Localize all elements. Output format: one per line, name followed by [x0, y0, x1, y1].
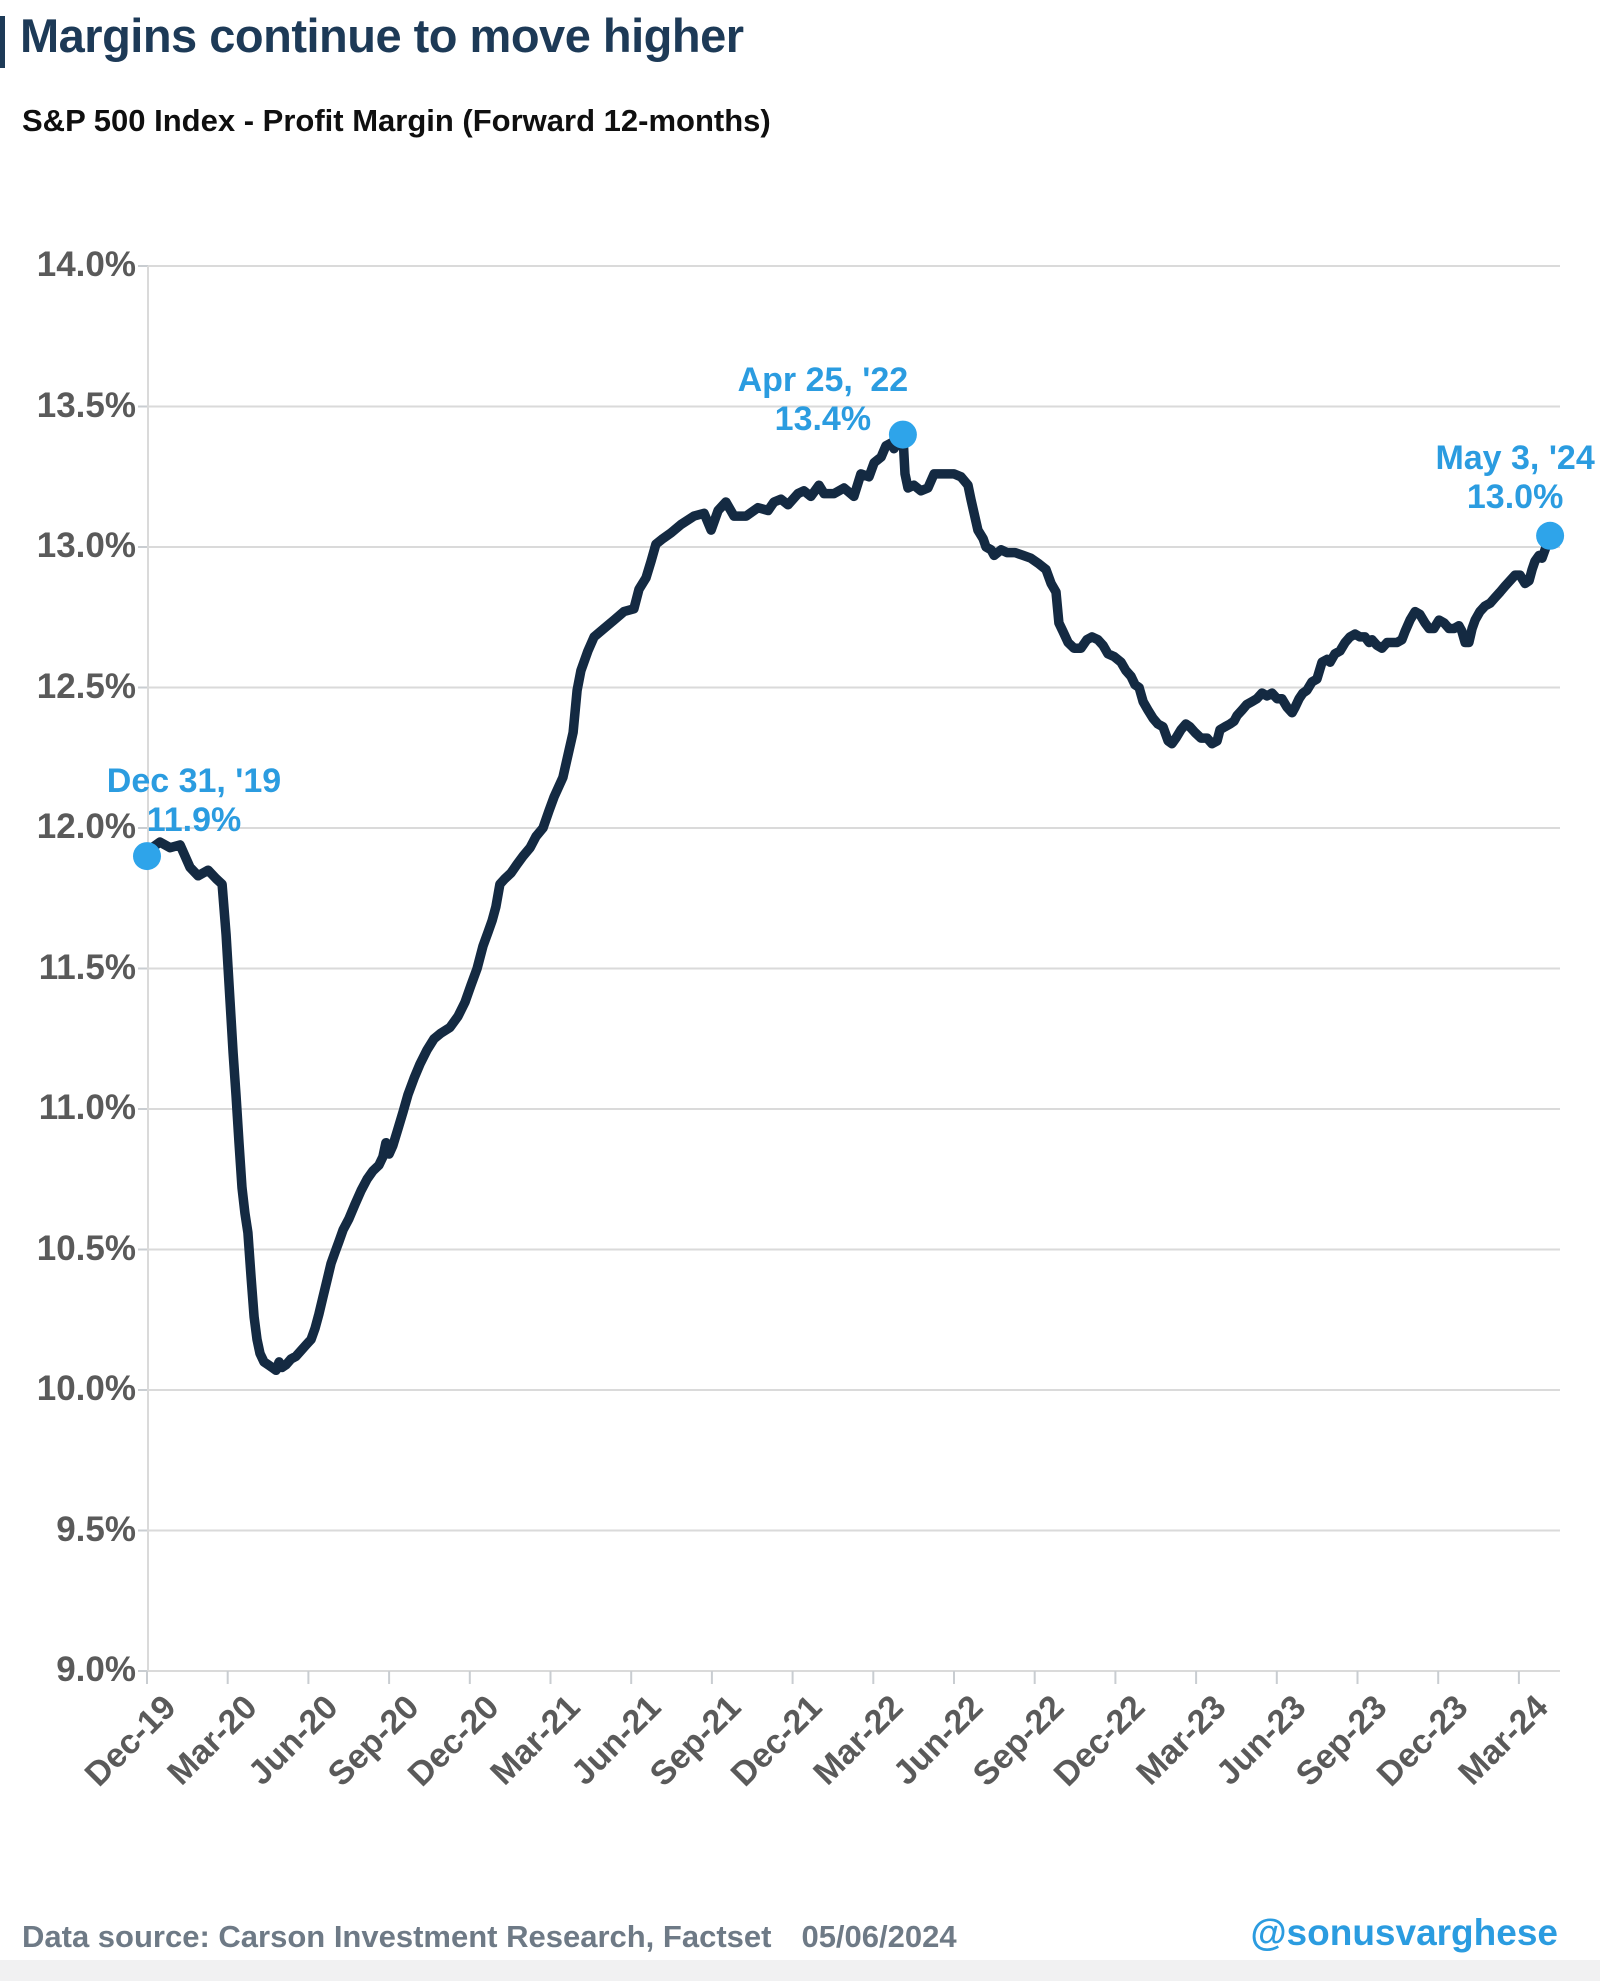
annotation-dot [888, 420, 917, 449]
y-axis-label: 10.0% [36, 1369, 136, 1408]
y-axis-label: 12.5% [36, 666, 136, 706]
annotation-line: 13.4% [774, 399, 872, 438]
annotation-dot [133, 842, 161, 871]
annotation-line: 11.9% [146, 801, 242, 840]
y-axis-label: 12.0% [36, 807, 136, 846]
y-axis-label: 13.0% [36, 526, 136, 565]
data-source-text: Data source: Carson Investment Research,… [22, 1919, 772, 1954]
chart-title: Margins continue to move higher [20, 9, 744, 62]
annotation-line: May 3, '24 [1435, 438, 1595, 477]
annotation-dot [1536, 521, 1565, 550]
data-source-note: Data source: Carson Investment Research,… [22, 1919, 957, 1955]
annotation-line: Dec 31, '19 [106, 762, 282, 801]
y-axis-label: 11.5% [38, 947, 136, 987]
y-axis-label: 14.0% [36, 245, 136, 284]
annotation-callout: Apr 25, '22 13.4% [663, 361, 983, 439]
y-axis-label: 9.5% [56, 1509, 136, 1549]
social-handle-link[interactable]: @sonusvarghese [1250, 1912, 1558, 1953]
annotation-callout: May 3, '24 13.0% [1355, 439, 1600, 517]
profit-margin-line [142, 429, 1555, 1376]
annotation-callout: Dec 31, '19 11.9% [34, 762, 354, 840]
data-source-date: 05/06/2024 [801, 1919, 957, 1954]
left-edge-artifact [0, 16, 5, 68]
bottom-strip [0, 1960, 1600, 1981]
y-axis-label: 11.0% [38, 1088, 136, 1127]
y-axis-label: 10.5% [36, 1228, 136, 1268]
y-axis-label: 13.5% [36, 385, 136, 425]
chart-subtitle: S&P 500 Index - Profit Margin (Forward 1… [22, 103, 771, 138]
annotation-line: 13.0% [1466, 477, 1564, 516]
annotation-line: Apr 25, '22 [737, 360, 909, 399]
y-axis-label: 9.0% [56, 1650, 136, 1689]
